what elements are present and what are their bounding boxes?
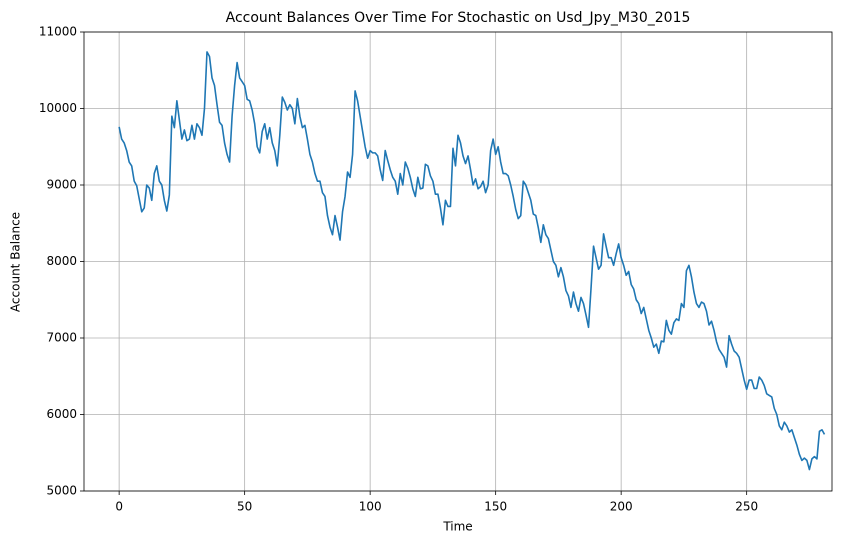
x-tick-label: 250 <box>735 500 758 514</box>
y-tick-label: 10000 <box>39 101 77 115</box>
x-tick-label: 0 <box>115 500 123 514</box>
y-tick-label: 8000 <box>46 254 77 268</box>
y-tick-label: 7000 <box>46 331 77 345</box>
x-tick-label: 200 <box>610 500 633 514</box>
x-tick-label: 100 <box>359 500 382 514</box>
line-series <box>118 51 826 471</box>
y-tick-label: 9000 <box>46 178 77 192</box>
y-tick-label: 11000 <box>39 25 77 39</box>
chart-title: Account Balances Over Time For Stochasti… <box>226 10 691 26</box>
x-tick-label: 50 <box>237 500 252 514</box>
plot-frame <box>83 31 833 492</box>
y-tick-label: 5000 <box>46 484 77 498</box>
y-tick-label: 6000 <box>46 407 77 421</box>
x-axis-label: Time <box>442 520 472 534</box>
x-tick-label: 150 <box>484 500 507 514</box>
y-axis-label: Account Balance <box>9 212 23 312</box>
